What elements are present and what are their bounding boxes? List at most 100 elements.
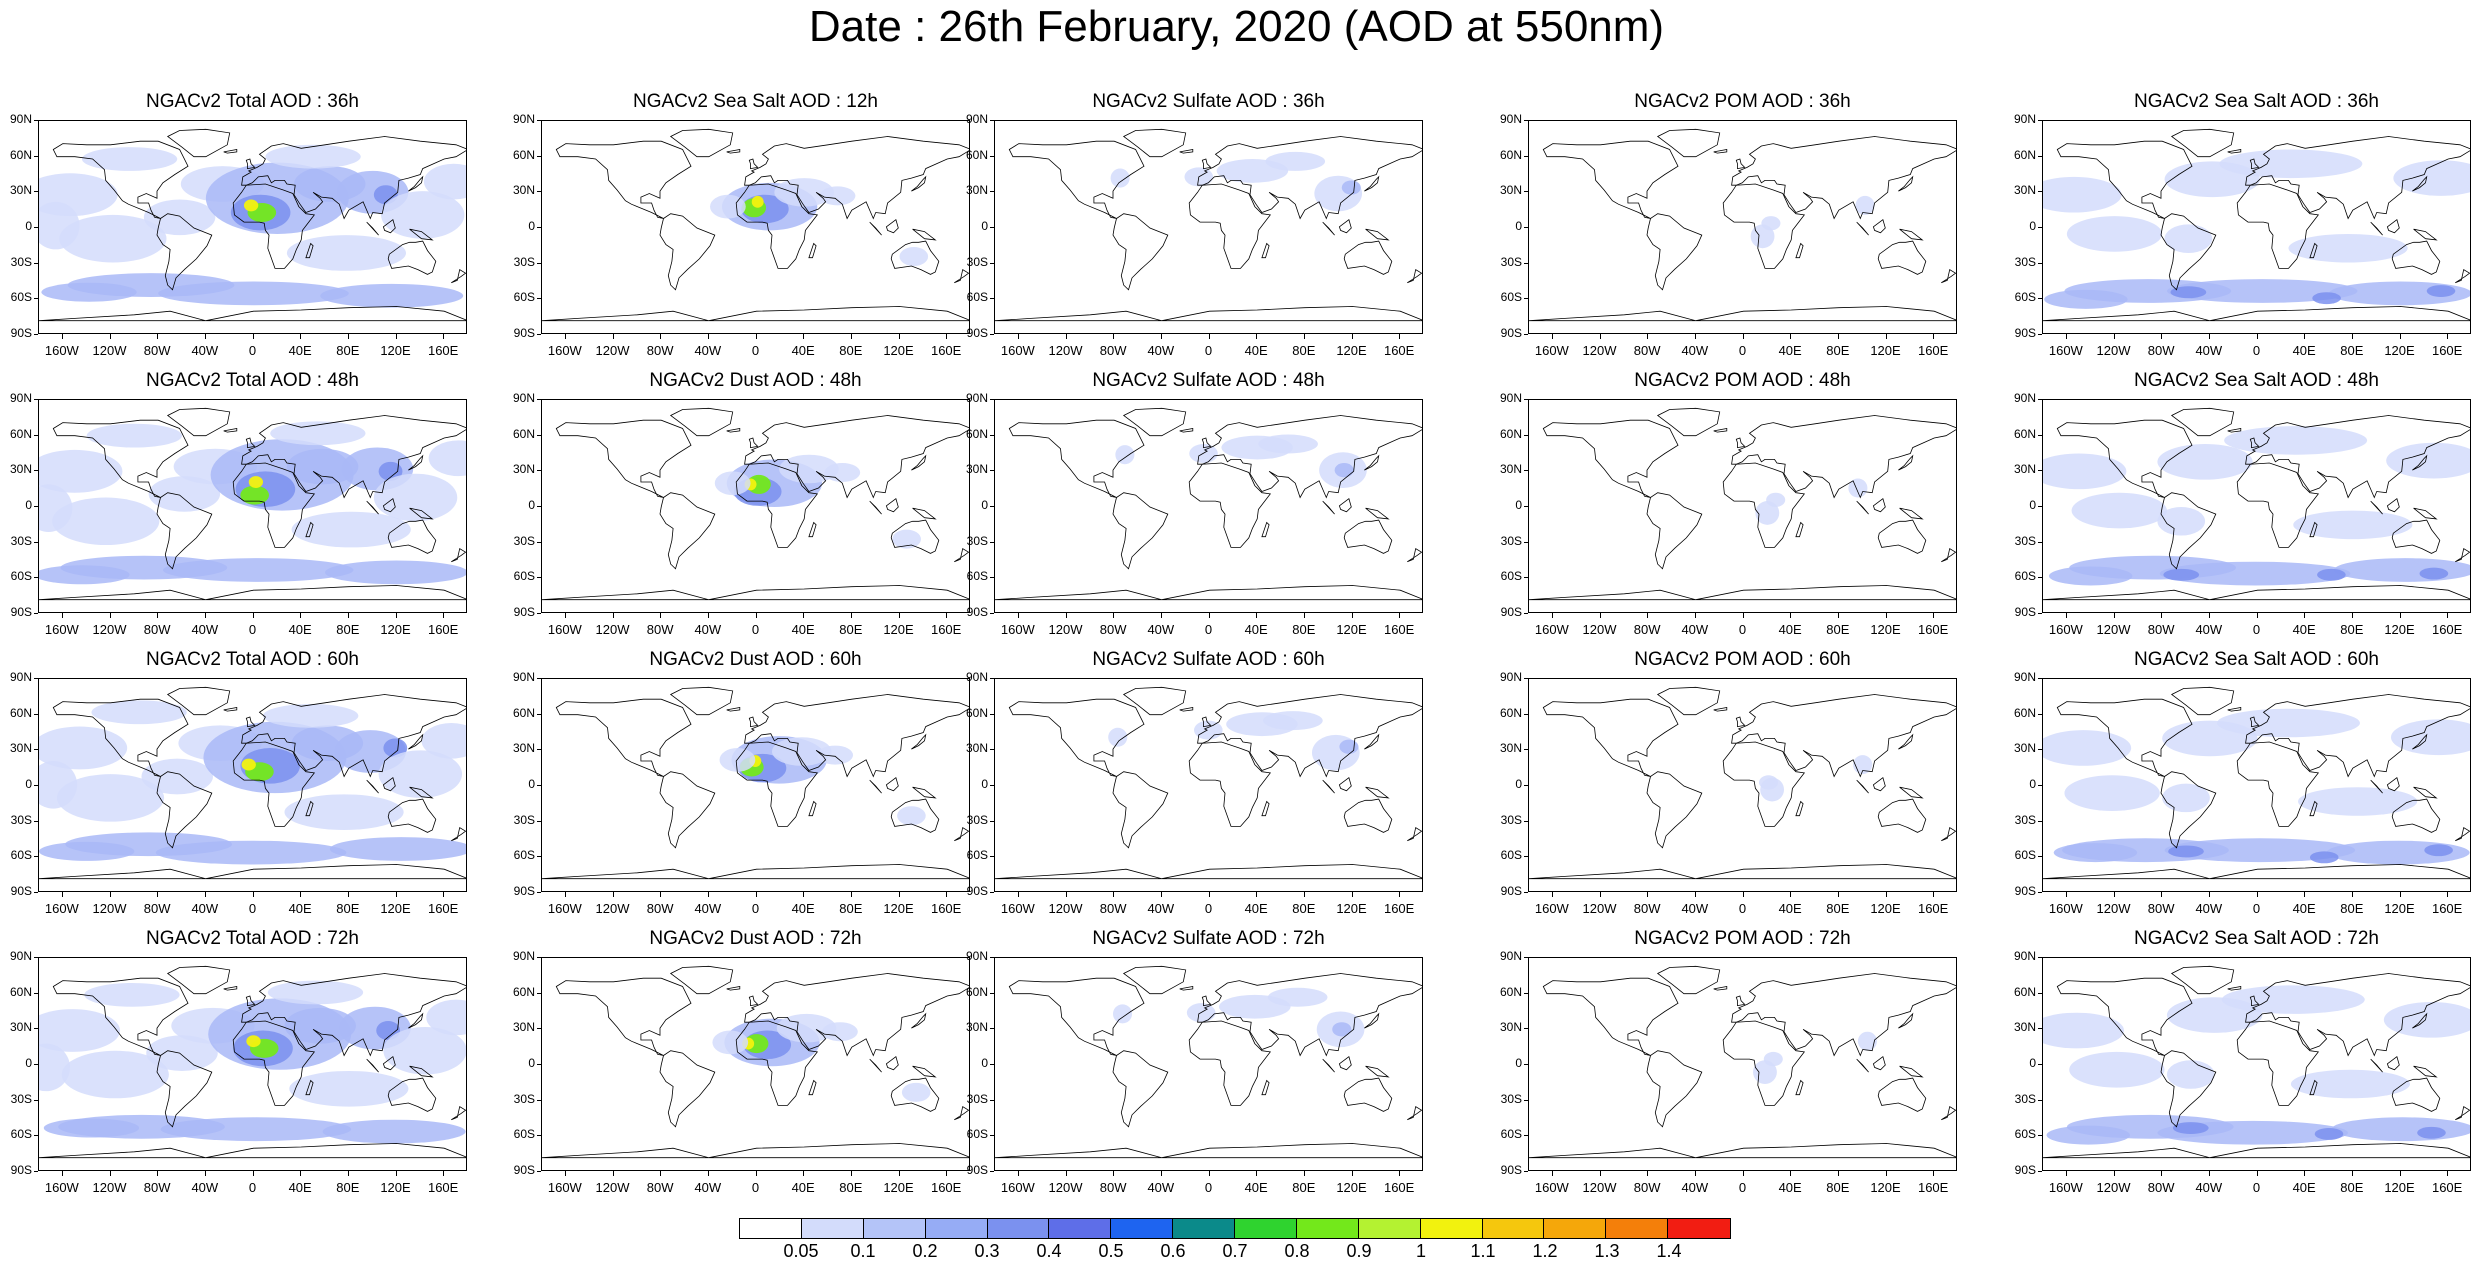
colorbar-swatch	[740, 1219, 802, 1238]
longitude-tick	[2161, 1171, 2163, 1176]
longitude-tick	[564, 1171, 566, 1176]
latitude-tick	[2038, 334, 2042, 335]
aerosol-region	[56, 774, 165, 822]
colorbar-label: 0.7	[1222, 1241, 1248, 1261]
longitude-tick	[1208, 1171, 1210, 1176]
coastline	[1722, 183, 1806, 269]
coastline	[245, 995, 256, 1007]
latitude-label: 90N	[9, 391, 32, 405]
longitude-label: 120E	[1870, 343, 1901, 358]
latitude-tick	[537, 713, 541, 715]
aerosol-region	[59, 214, 167, 263]
latitude-label: 30N	[2013, 183, 2036, 198]
coastline	[911, 454, 927, 471]
map-frame	[994, 399, 1423, 613]
aerosol-region	[381, 191, 465, 239]
latitude-tick	[990, 191, 994, 193]
aerosol-region	[2383, 1001, 2470, 1038]
coastline	[1899, 228, 1924, 241]
latitude-tick	[1524, 334, 1528, 335]
longitude-tick	[898, 1171, 900, 1176]
map-panel: NGACv2 POM AOD : 72h 90N 60N 30N 0 30S 60S 90S 1…	[1500, 928, 1957, 1195]
longitude-tick	[1790, 892, 1792, 897]
longitude-label: 120E	[2384, 343, 2415, 358]
longitude-tick	[395, 613, 397, 618]
aerosol-region	[84, 982, 180, 1007]
coastline	[1365, 1065, 1390, 1078]
aerosol-region	[86, 423, 182, 448]
coastline	[2413, 1065, 2438, 1078]
aerosol-region	[1753, 1060, 1777, 1085]
coastline	[885, 219, 899, 234]
aerosol-region	[2312, 292, 2341, 305]
map-panel: NGACv2 Total AOD : 36h 90N 60N 30N 0 30S 60S 90…	[10, 91, 467, 358]
aerosol-region	[1766, 492, 1786, 507]
latitude-tick	[2038, 227, 2042, 228]
longitude-tick	[109, 1171, 111, 1176]
longitude-label: 80E	[2340, 901, 2364, 916]
longitude-tick	[1113, 613, 1115, 618]
coastline	[366, 779, 379, 794]
latitude-label: 0	[981, 219, 988, 233]
longitude-label: 80E	[336, 343, 360, 358]
latitude-tick	[34, 713, 38, 715]
colorbar-swatch	[1358, 1219, 1421, 1238]
latitude-tick	[34, 155, 38, 157]
aerosol-region	[817, 745, 854, 765]
coastline	[1261, 521, 1270, 538]
longitude-label: 160E	[2431, 622, 2463, 637]
coastline	[1322, 779, 1335, 794]
map-panel: NGACv2 Sea Salt AOD : 12h 90N 60N 30N 0 30S 60…	[513, 91, 970, 358]
latitude-label: 30N	[512, 183, 535, 198]
coastline	[1008, 419, 1145, 498]
longitude-tick	[1160, 892, 1162, 897]
aerosol-region	[2166, 1060, 2215, 1089]
latitude-label: 60S	[966, 569, 988, 584]
world-map	[542, 965, 969, 1159]
latitude-tick	[537, 1171, 541, 1172]
coastline	[382, 219, 396, 234]
latitude-label: 30N	[9, 462, 32, 477]
map-panel: NGACv2 Sea Salt AOD : 36h 90N 60N 30N 0 30S 60…	[2014, 91, 2471, 358]
coastline	[1872, 498, 1886, 513]
coastline	[2391, 798, 2441, 833]
coastline	[1856, 779, 1869, 794]
longitude-label: 120W	[1048, 622, 1083, 637]
aerosol-region	[1108, 727, 1128, 747]
aerosol-region	[160, 1117, 352, 1142]
longitude-tick	[2304, 1171, 2306, 1176]
aerosol-region	[284, 1007, 356, 1044]
coastline	[1646, 492, 1703, 570]
latitude-tick	[34, 820, 38, 822]
coastline	[1407, 547, 1422, 563]
longitude-tick	[1399, 613, 1401, 618]
aerosol-region	[155, 840, 347, 865]
latitude-label: 90N	[965, 391, 988, 405]
longitude-label: 160E	[1917, 343, 1949, 358]
coastline	[555, 698, 692, 777]
longitude-tick	[660, 892, 662, 897]
longitude-label: 120E	[380, 901, 411, 916]
aerosol-region	[2298, 787, 2418, 816]
latitude-tick	[1524, 399, 1528, 400]
longitude-label: 40W	[694, 901, 722, 916]
coastline	[2245, 694, 2470, 778]
latitude-tick	[1524, 856, 1528, 858]
longitude-label: 160W	[1534, 622, 1569, 637]
longitude-label: 120W	[1048, 1180, 1083, 1195]
aerosol-region	[2314, 1128, 2344, 1140]
aerosol-region	[421, 722, 466, 759]
coastline	[744, 694, 969, 778]
coastline	[2160, 213, 2217, 291]
latitude-label: 0	[1515, 1056, 1522, 1070]
colorbar	[739, 1218, 1731, 1239]
longitude-label: 40W	[191, 622, 219, 637]
latitude-tick	[990, 120, 994, 121]
longitude-label: 80W	[1633, 622, 1661, 637]
latitude-tick	[2038, 434, 2042, 436]
latitude-tick	[2038, 856, 2042, 858]
longitude-tick	[2351, 613, 2353, 618]
longitude-tick	[1647, 892, 1649, 897]
aerosol-region	[2164, 838, 2356, 863]
longitude-tick	[2113, 892, 2115, 897]
